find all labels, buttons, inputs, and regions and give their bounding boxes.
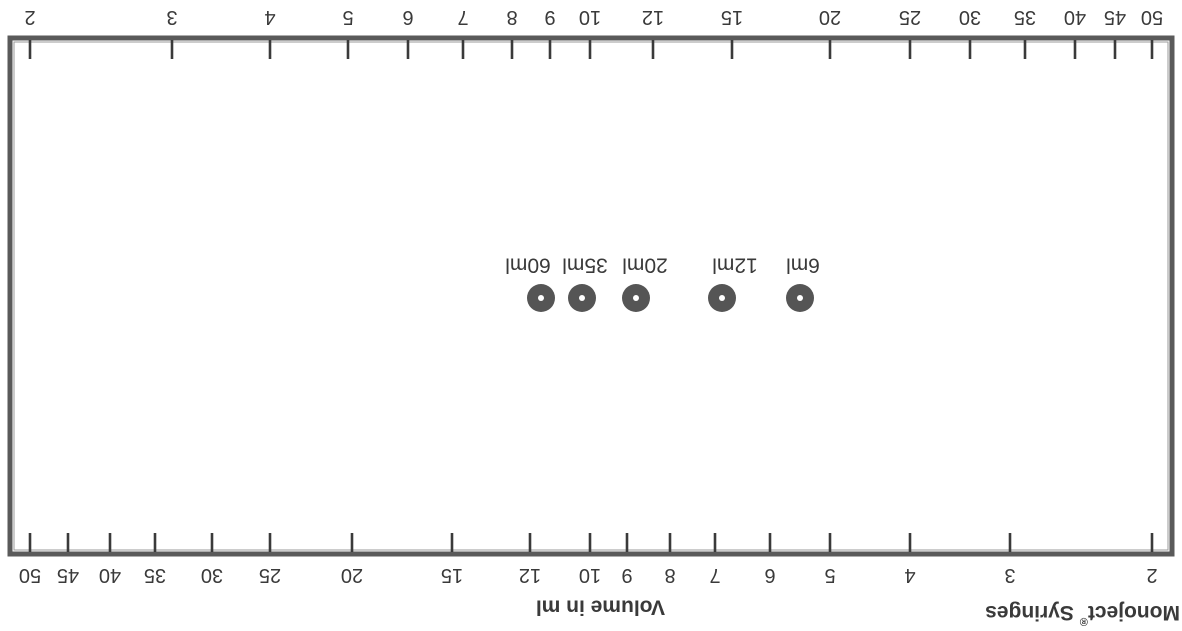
syringe-size-label: 60ml xyxy=(505,254,551,277)
brand-suffix: Syringes xyxy=(985,602,1080,625)
top-scale-label: 4 xyxy=(264,6,275,28)
bottom-scale-label: 50 xyxy=(19,564,41,586)
syringe-hole-center xyxy=(633,295,639,301)
bottom-scale-label: 12 xyxy=(519,564,541,586)
bottom-scale-label: 20 xyxy=(341,564,363,586)
bottom-scale-label: 2 xyxy=(1146,564,1157,586)
brand-caption: Monoject® Syringes xyxy=(985,602,1180,628)
bottom-scale-label: 9 xyxy=(621,564,632,586)
top-scale-label: 6 xyxy=(402,6,413,28)
top-scale-label: 3 xyxy=(166,6,177,28)
brand-name: Monoject xyxy=(1088,602,1180,625)
syringe-size-label: 35ml xyxy=(562,254,608,277)
axis-title-group: Volume in ml xyxy=(536,596,665,619)
bottom-scale-label: 4 xyxy=(904,564,915,586)
syringe-hole-center xyxy=(719,295,725,301)
top-scale-label: 5 xyxy=(342,6,353,28)
syringe-hole-center xyxy=(538,295,544,301)
bottom-scale-label: 3 xyxy=(1004,564,1015,586)
bottom-scale-label: 6 xyxy=(764,564,775,586)
top-scale-label: 40 xyxy=(1064,6,1086,28)
top-scale-label: 30 xyxy=(959,6,981,28)
top-scale-label: 12 xyxy=(642,6,664,28)
bottom-scale-label: 8 xyxy=(664,564,675,586)
axis-title: Volume in ml xyxy=(536,596,665,619)
syringe-hole-center xyxy=(797,295,803,301)
syringe-size-label: 20ml xyxy=(622,254,668,277)
syringe-hole-center xyxy=(579,295,585,301)
bottom-scale-label: 15 xyxy=(441,564,463,586)
top-scale-label: 8 xyxy=(506,6,517,28)
bottom-scale-label: 25 xyxy=(259,564,281,586)
top-scale-label: 35 xyxy=(1014,6,1036,28)
bottom-scale-label: 45 xyxy=(57,564,79,586)
top-scale-label: 50 xyxy=(1141,6,1163,28)
syringe-size-label: 6ml xyxy=(786,254,820,277)
top-scale-label: 7 xyxy=(457,6,468,28)
bottom-scale-label: 40 xyxy=(99,564,121,586)
top-scale-label: 25 xyxy=(899,6,921,28)
registered-mark: ® xyxy=(1080,615,1088,627)
syringe-size-label: 12ml xyxy=(712,254,758,277)
top-scale-label: 10 xyxy=(579,6,601,28)
top-scale-label: 9 xyxy=(544,6,555,28)
top-volume-scale: 2 3 4 5 6 7 8 9 10 12 15 20 25 30 35 40 45 50 xyxy=(24,6,1163,59)
bottom-scale-label: 5 xyxy=(824,564,835,586)
bottom-scale-label: 7 xyxy=(709,564,720,586)
top-scale-label: 15 xyxy=(721,6,743,28)
syringe-holes: 6ml 12ml 20ml 35ml 60ml xyxy=(505,254,820,312)
top-scale-label: 20 xyxy=(819,6,841,28)
bottom-scale-label: 35 xyxy=(144,564,166,586)
top-scale-label: 2 xyxy=(24,6,35,28)
bottom-scale-label: 10 xyxy=(579,564,601,586)
top-scale-label: 45 xyxy=(1104,6,1126,28)
svg-text:Monoject® Syringes: Monoject® Syringes xyxy=(985,602,1180,628)
bottom-scale-label: 30 xyxy=(201,564,223,586)
